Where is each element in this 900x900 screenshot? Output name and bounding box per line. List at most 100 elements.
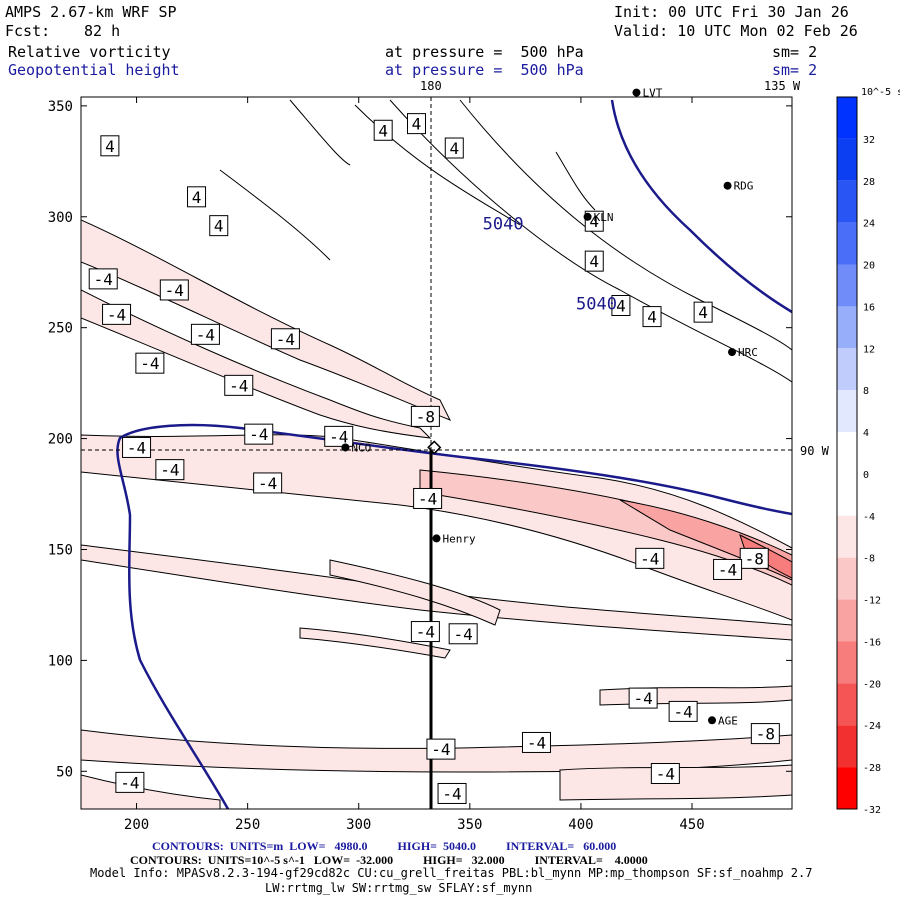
vorticity-contour-label: -4 <box>244 423 274 445</box>
svg-text:HRC: HRC <box>738 346 758 359</box>
station-hrc: HRC <box>728 346 758 359</box>
field2-level: at pressure = 500 hPa <box>385 61 584 79</box>
colorbar-swatch <box>837 767 857 809</box>
station-nco: NCO <box>341 441 371 454</box>
svg-text:-4: -4 <box>94 270 113 289</box>
colorbar: 32 28 24 20 16 12 8 4 0 -4 -8 -12 -16 -20 -24 -28 -32 10^… <box>836 87 900 816</box>
colorbar-tick-label: -16 <box>863 637 881 648</box>
colorbar-tick-label: 20 <box>863 261 875 272</box>
svg-text:-4: -4 <box>640 549 659 568</box>
svg-text:-4: -4 <box>120 773 139 792</box>
svg-text:-4: -4 <box>160 461 179 480</box>
svg-text:-8: -8 <box>745 549 764 568</box>
svg-text:KLN: KLN <box>594 211 614 224</box>
vorticity-contour-label: -4 <box>410 621 440 643</box>
svg-text:-4: -4 <box>196 325 215 344</box>
colorbar-tick-label: 8 <box>863 386 869 397</box>
vorticity-contour-label: 4 <box>373 119 393 141</box>
vorticity-contour-label: -4 <box>668 700 698 722</box>
vorticity-contour-label: -4 <box>253 472 283 494</box>
vorticity-contour-label: -8 <box>410 405 440 427</box>
x-tick-label: 450 <box>679 817 704 833</box>
model-info-physics: LW:rrtmg_lw SW:rrtmg_sw SFLAY:sf_mynn <box>265 881 533 895</box>
cross-section-marker <box>427 440 442 455</box>
colorbar-tick-label: -24 <box>863 721 881 732</box>
svg-text:-4: -4 <box>276 330 295 349</box>
colorbar-swatch <box>837 473 857 516</box>
field1-level: at pressure = 500 hPa <box>385 43 584 61</box>
svg-text:-4: -4 <box>127 438 146 457</box>
svg-text:NCO: NCO <box>351 441 371 454</box>
field2-name: Geopotential height <box>8 61 180 79</box>
vorticity-contour-label: -4 <box>324 425 354 447</box>
svg-text:-4: -4 <box>418 489 437 508</box>
colorbar-frame <box>836 96 858 810</box>
x-tick-label: 200 <box>124 817 149 833</box>
colorbar-swatch <box>837 348 857 391</box>
colorbar-tick-label: -4 <box>863 512 875 523</box>
svg-text:-4: -4 <box>416 623 435 642</box>
footer-vorticity-contours: CONTOURS: UNITS=10^-5 s^-1 LOW= -32.000 … <box>130 853 648 867</box>
svg-text:Henry: Henry <box>443 532 476 545</box>
vorticity-contour-label: -4 <box>122 436 152 458</box>
vorticity-contour-label: -4 <box>224 374 254 396</box>
vorticity-contour-label: -8 <box>739 547 769 569</box>
height-contour-label: 5040 <box>483 214 524 234</box>
vorticity-contour-label: -4 <box>437 782 467 804</box>
colorbar-swatch <box>837 222 857 265</box>
svg-text:4: 4 <box>214 217 224 236</box>
vorticity-contour-label: -4 <box>713 558 743 580</box>
colorbar-swatch <box>837 683 857 726</box>
svg-text:-4: -4 <box>634 689 653 708</box>
colorbar-tick-label: 16 <box>863 302 875 313</box>
colorbar-tick-label: 12 <box>863 344 875 355</box>
y-tick-label: 250 <box>48 321 73 337</box>
svg-text:4: 4 <box>412 115 422 134</box>
svg-text:-4: -4 <box>527 733 546 752</box>
svg-text:-4: -4 <box>140 354 159 373</box>
footer-height-contours: CONTOURS: UNITS=m LOW= 4980.0 HIGH= 5040… <box>152 839 617 853</box>
vorticity-contour-label: 4 <box>209 215 229 237</box>
x-tick-label: 350 <box>457 817 482 833</box>
colorbar-unit: 10^-5 s^-1 <box>861 87 900 98</box>
colorbar-swatch <box>837 180 857 223</box>
vorticity-contour-label: -4 <box>413 487 443 509</box>
station-age: AGE <box>708 714 738 727</box>
field2-smoothing: sm= 2 <box>772 61 818 79</box>
vorticity-contour-label: -4 <box>635 547 665 569</box>
svg-text:-8: -8 <box>756 725 775 744</box>
colorbar-swatch <box>837 306 857 349</box>
vorticity-contour-label: 4 <box>584 250 604 272</box>
colorbar-swatch <box>837 599 857 642</box>
vorticity-contour-label: -4 <box>190 323 220 345</box>
vorticity-contour-label: -4 <box>426 738 456 760</box>
vorticity-contour-label: -4 <box>102 303 132 325</box>
init-time: Init: 00 UTC Fri 30 Jan 26 <box>614 3 849 21</box>
svg-text:-4: -4 <box>431 740 450 759</box>
svg-text:RDG: RDG <box>734 180 754 193</box>
station-lvt: LVT <box>632 87 663 100</box>
colorbar-tick-label: -20 <box>863 679 881 690</box>
colorbar-swatch <box>837 515 857 558</box>
svg-text:-4: -4 <box>258 474 277 493</box>
y-tick-label: 300 <box>48 210 73 226</box>
svg-text:-4: -4 <box>249 425 268 444</box>
vorticity-contour-label: 4 <box>407 113 427 135</box>
colorbar-tick-label: -28 <box>863 763 881 774</box>
svg-text:LVT: LVT <box>642 87 662 100</box>
svg-text:-4: -4 <box>454 625 473 644</box>
x-tick-label: 300 <box>346 817 371 833</box>
vorticity-contour-label: -4 <box>115 771 145 793</box>
svg-text:-4: -4 <box>107 305 126 324</box>
colorbar-tick-label: -32 <box>863 805 881 816</box>
vorticity-contour-label: 4 <box>444 137 464 159</box>
colorbar-tick-label: 28 <box>863 177 875 188</box>
lon-label-135w: 135 W <box>764 79 801 93</box>
svg-text:AGE: AGE <box>718 714 738 727</box>
svg-text:-4: -4 <box>165 281 184 300</box>
colorbar-tick-label: -8 <box>863 554 875 565</box>
colorbar-swatch <box>837 725 857 768</box>
vorticity-contour-label: -4 <box>270 328 300 350</box>
svg-text:4: 4 <box>192 188 202 207</box>
